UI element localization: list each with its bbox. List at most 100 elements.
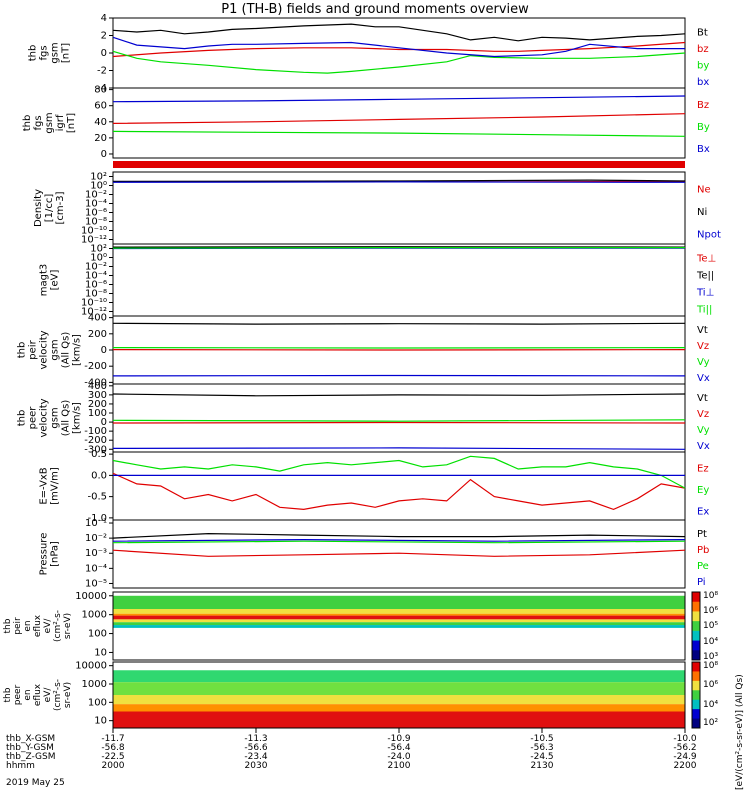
p7-tick-label-0: 0.5 bbox=[91, 449, 107, 460]
s2-ylabel-line-5: (cm²-s- bbox=[53, 679, 63, 711]
p8-tick-label-3: 10⁻⁴ bbox=[85, 563, 107, 574]
p7-series-0 bbox=[112, 472, 686, 511]
s2-ylabel-line-2: en bbox=[23, 689, 33, 700]
colorbar-0-seg-4 bbox=[692, 630, 700, 642]
p1-legend-0: Bt bbox=[697, 27, 708, 38]
p2-legend-1: By bbox=[697, 122, 710, 133]
p5-ylabel-line-1: peir bbox=[28, 339, 39, 359]
p1-tick-label-3: -2 bbox=[97, 66, 107, 77]
p3-ylabel-line-2: [cm-3] bbox=[55, 191, 66, 224]
p2-ylabel-line-1: fgs bbox=[33, 115, 44, 130]
s1-ylabel-line-1: peir bbox=[13, 617, 23, 635]
p2-ylabel-line-2: gsm bbox=[44, 112, 55, 133]
p2-tick-label-0: 80 bbox=[94, 85, 107, 96]
colorbar-0-seg-1 bbox=[692, 601, 700, 612]
p1-ylabel-line-1: fgs bbox=[39, 45, 50, 60]
s1-band-3 bbox=[113, 615, 685, 620]
xaxis-row-2-val-1: -23.4 bbox=[244, 752, 268, 762]
p3-tick-label-2: 10⁻² bbox=[85, 190, 107, 201]
p8-series-2 bbox=[112, 538, 686, 542]
p1-tick-label-0: 4 bbox=[101, 13, 107, 24]
s2-ylabel-line-3: eflux bbox=[33, 683, 43, 706]
s2-band-0 bbox=[113, 670, 685, 683]
s1-ylabel-line-6: sr-eV) bbox=[63, 613, 73, 639]
p5-tick-label-4: -400 bbox=[84, 377, 107, 388]
xaxis-row-0-val-0: -11.7 bbox=[101, 734, 124, 744]
p5-legend-2: Vy bbox=[697, 357, 710, 368]
s2-tick-label-0: 10000 bbox=[75, 661, 107, 672]
p1-ylabel-line-2: gsm bbox=[50, 42, 61, 63]
s1-ylabel-line-4: eV/ bbox=[43, 618, 53, 634]
flag-bar bbox=[113, 161, 685, 168]
colorbar-1-seg-6 bbox=[692, 718, 700, 729]
p2-series-2 bbox=[112, 130, 686, 137]
s2-ylabel-line-4: eV/ bbox=[43, 687, 53, 703]
colorbar-tick-3: 10⁴ bbox=[703, 637, 718, 647]
p2-series-0 bbox=[112, 95, 686, 103]
p6-series-2 bbox=[112, 419, 686, 422]
p8-tick-label-2: 10⁻³ bbox=[85, 548, 107, 559]
p6-ylabel: thb peer velocity gsm (All Qs) [km/s] bbox=[17, 398, 83, 437]
xaxis-row-0-val-4: -10.0 bbox=[673, 734, 697, 744]
p5-legend-3: Vx bbox=[697, 373, 710, 384]
s1-frame bbox=[112, 591, 686, 661]
p5-ylabel-line-3: gsm bbox=[50, 339, 61, 360]
p6-legend-2: Vy bbox=[697, 425, 710, 436]
s1-tick-label-3: 10 bbox=[94, 647, 107, 658]
p4-legend-1: Te|| bbox=[696, 271, 714, 282]
p6-legend-3: Vx bbox=[697, 441, 710, 452]
xaxis-row-2-val-3: -24.5 bbox=[530, 752, 553, 762]
p3-tick-label-1: 10⁰ bbox=[90, 181, 107, 192]
p2-ylabel: thb fgs gsm igrf [nT] bbox=[22, 112, 77, 133]
p3-frame bbox=[112, 171, 686, 245]
p1-legend-2: by bbox=[697, 60, 709, 71]
p7-tick-label-2: -0.5 bbox=[87, 492, 107, 503]
p8-ylabel: Pressure [nPa] bbox=[39, 533, 61, 576]
p4-series-3 bbox=[112, 247, 685, 249]
p7-ylabel-line-1: [mV/m] bbox=[50, 467, 61, 505]
colorbar-1-seg-2 bbox=[692, 680, 700, 691]
p8-series-0 bbox=[112, 532, 686, 539]
p6-tick-label-5: -100 bbox=[84, 426, 107, 437]
p5-ylabel-line-4: (All Qs) bbox=[61, 332, 72, 369]
colorbar-1-seg-5 bbox=[692, 709, 700, 720]
p4-tick-label-2: 10⁻² bbox=[85, 262, 107, 273]
s1-band-4 bbox=[113, 619, 685, 623]
xaxis-row-3-val-0: 2000 bbox=[102, 761, 125, 771]
p2-ylabel-line-0: thb bbox=[22, 115, 33, 132]
colorbar-1-frame bbox=[691, 661, 701, 729]
p7-ylabel: E=-VxB [mV/m] bbox=[39, 467, 61, 505]
p3-legend-2: Npot bbox=[697, 230, 721, 241]
s2-ylabel-line-6: sr-eV) bbox=[63, 682, 73, 708]
p8-series-3 bbox=[112, 549, 686, 557]
s1-ylabel-line-3: eflux bbox=[33, 614, 43, 637]
p5-tick-label-0: 400 bbox=[88, 313, 107, 324]
s1-band-6 bbox=[113, 625, 685, 628]
xaxis-row-0-val-1: -11.3 bbox=[244, 734, 267, 744]
p8-legend-0: Pt bbox=[697, 529, 707, 540]
p3-series-1 bbox=[112, 179, 686, 182]
p6-tick-label-7: -300 bbox=[84, 444, 107, 455]
xaxis-row-name-0: thb_X-GSM bbox=[6, 734, 55, 744]
p4-legend-2: Ti⊥ bbox=[696, 288, 714, 299]
p1-series-3 bbox=[112, 36, 685, 58]
s1-tick-label-2: 100 bbox=[88, 629, 107, 640]
p2-legend-0: Bz bbox=[697, 100, 709, 111]
s1-band-0 bbox=[113, 595, 685, 609]
p8-tick-label-0: 10⁻¹ bbox=[85, 518, 107, 529]
p6-ylabel-line-5: [km/s] bbox=[72, 402, 83, 434]
p3-ylabel-line-0: Density bbox=[33, 189, 44, 227]
xaxis-row-2-val-2: -24.0 bbox=[387, 752, 411, 762]
p6-ylabel-line-3: gsm bbox=[50, 407, 61, 428]
p1-tick-label-4: -4 bbox=[97, 83, 107, 94]
xaxis-row-2-val-4: -24.9 bbox=[673, 752, 697, 762]
p8-legend-3: Pi bbox=[697, 577, 706, 588]
s2-tick-label-3: 10 bbox=[94, 716, 107, 727]
colorbar-tick-4: 10³ bbox=[703, 652, 718, 662]
s1-band-1 bbox=[113, 609, 685, 614]
s2-ylabel: thb peer en eflux eV/(cm²-s-sr-eV) bbox=[3, 679, 73, 711]
xaxis-row-name-2: thb_Z-GSM bbox=[6, 752, 55, 762]
date-label: 2019 May 25 bbox=[6, 778, 65, 788]
p3-ylabel: Density [1/cc] [cm-3] bbox=[33, 189, 66, 227]
